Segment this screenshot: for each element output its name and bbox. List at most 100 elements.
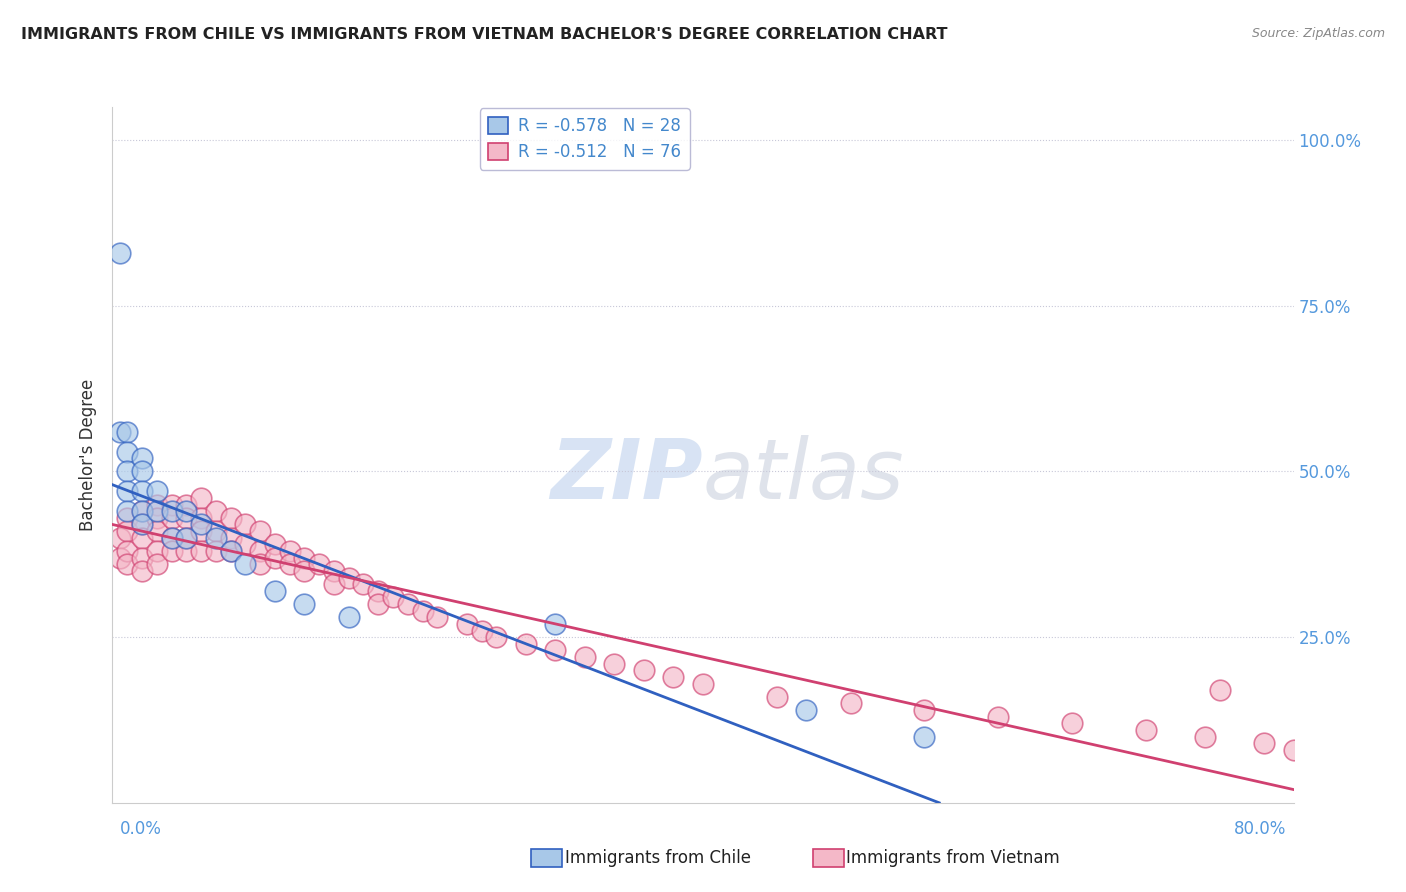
Point	[233, 517, 256, 532]
Point	[1135, 723, 1157, 737]
Point	[205, 544, 228, 558]
Point	[382, 591, 405, 605]
Point	[117, 524, 138, 538]
Point	[308, 558, 330, 572]
Point	[146, 498, 169, 512]
Point	[190, 524, 212, 538]
Point	[160, 531, 183, 545]
Point	[190, 544, 212, 558]
Point	[544, 643, 567, 657]
Point	[278, 544, 301, 558]
Point	[914, 703, 936, 717]
Point	[1282, 743, 1305, 757]
Point	[160, 544, 183, 558]
Point	[131, 465, 153, 479]
Y-axis label: Bachelor's Degree: Bachelor's Degree	[79, 379, 97, 531]
Text: Source: ZipAtlas.com: Source: ZipAtlas.com	[1251, 27, 1385, 40]
Point	[131, 517, 153, 532]
Point	[190, 517, 212, 532]
Point	[426, 610, 449, 624]
Point	[367, 583, 389, 598]
Point	[987, 709, 1010, 723]
Point	[515, 637, 537, 651]
Point	[662, 670, 685, 684]
Point	[914, 730, 936, 744]
Point	[131, 504, 153, 518]
Point	[146, 524, 169, 538]
Point	[692, 676, 714, 690]
Point	[264, 550, 287, 565]
Point	[574, 650, 596, 665]
Point	[456, 616, 478, 631]
Point	[1253, 736, 1275, 750]
Point	[323, 577, 346, 591]
Text: Immigrants from Chile: Immigrants from Chile	[565, 849, 751, 867]
Point	[323, 564, 346, 578]
Point	[205, 524, 228, 538]
Point	[146, 504, 169, 518]
Point	[249, 524, 271, 538]
Point	[174, 531, 197, 545]
Point	[146, 544, 169, 558]
Point	[160, 531, 183, 545]
Point	[190, 511, 212, 525]
Point	[174, 531, 197, 545]
Point	[117, 544, 138, 558]
Point	[264, 583, 287, 598]
Text: 0.0%: 0.0%	[120, 820, 162, 838]
Point	[396, 597, 419, 611]
Point	[219, 531, 242, 545]
Text: atlas: atlas	[703, 435, 904, 516]
Point	[160, 511, 183, 525]
Point	[1194, 730, 1216, 744]
Text: 80.0%: 80.0%	[1234, 820, 1286, 838]
Point	[278, 558, 301, 572]
Point	[337, 610, 360, 624]
Point	[485, 630, 508, 644]
Point	[117, 558, 138, 572]
Point	[108, 531, 131, 545]
Point	[146, 511, 169, 525]
Point	[233, 558, 256, 572]
Point	[233, 537, 256, 551]
Point	[146, 484, 169, 499]
Point	[796, 703, 818, 717]
Point	[292, 550, 315, 565]
Point	[108, 550, 131, 565]
Point	[117, 511, 138, 525]
Point	[219, 544, 242, 558]
Point	[839, 697, 862, 711]
Point	[249, 544, 271, 558]
Point	[117, 465, 138, 479]
Point	[352, 577, 374, 591]
Legend: R = -0.578   N = 28, R = -0.512   N = 76: R = -0.578 N = 28, R = -0.512 N = 76	[479, 109, 690, 169]
Point	[174, 544, 197, 558]
Point	[117, 484, 138, 499]
Point	[131, 550, 153, 565]
Point	[174, 511, 197, 525]
Point	[117, 425, 138, 439]
Point	[1062, 716, 1084, 731]
Point	[292, 564, 315, 578]
Point	[131, 451, 153, 466]
Point	[131, 484, 153, 499]
Point	[292, 597, 315, 611]
Point	[131, 517, 153, 532]
Point	[146, 558, 169, 572]
Point	[131, 531, 153, 545]
Point	[174, 504, 197, 518]
Point	[131, 504, 153, 518]
Point	[337, 570, 360, 584]
Point	[411, 604, 433, 618]
Point	[633, 663, 655, 677]
Point	[160, 498, 183, 512]
Point	[544, 616, 567, 631]
Point	[264, 537, 287, 551]
Text: ZIP: ZIP	[550, 435, 703, 516]
Point	[108, 425, 131, 439]
Point	[470, 624, 494, 638]
Point	[160, 504, 183, 518]
Text: IMMIGRANTS FROM CHILE VS IMMIGRANTS FROM VIETNAM BACHELOR'S DEGREE CORRELATION C: IMMIGRANTS FROM CHILE VS IMMIGRANTS FROM…	[21, 27, 948, 42]
Point	[108, 245, 131, 260]
Point	[117, 444, 138, 458]
